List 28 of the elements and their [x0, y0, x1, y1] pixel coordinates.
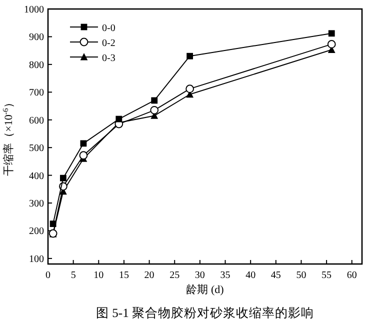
- x-tick-label: 5: [70, 270, 76, 281]
- y-tick-label: 400: [29, 170, 44, 182]
- y-tick-label: 100: [29, 254, 44, 265]
- legend-label: 0-0: [102, 23, 116, 34]
- legend-label: 0-2: [102, 38, 116, 49]
- x-tick-label: 40: [246, 270, 256, 281]
- x-tick-label: 55: [322, 270, 332, 281]
- x-tick-label: 50: [296, 270, 306, 281]
- y-tick-label: 700: [29, 88, 44, 99]
- y-tick-label: 200: [29, 226, 44, 238]
- y-tick-label: 800: [29, 60, 44, 71]
- x-tick-label: 0: [46, 270, 50, 281]
- y-tick-label: 300: [29, 198, 44, 210]
- legend-label: 0-3: [102, 53, 116, 64]
- text: 图 5-1 聚合物胶粉对砂浆收缩率的影响: [96, 305, 314, 320]
- x-tick-label: 20: [144, 270, 154, 281]
- x-tick-label: 60: [346, 270, 357, 281]
- y-tick-label: 500: [29, 143, 44, 154]
- x-tick-label: 25: [170, 270, 180, 281]
- x-tick-label: 45: [270, 270, 281, 281]
- x-tick-label: 15: [118, 270, 129, 281]
- y-tick-label: 1000: [24, 4, 44, 16]
- x-tick-label: 30: [194, 270, 205, 281]
- y-tick-label: 900: [29, 32, 44, 44]
- x-axis-title: 龄期 (d): [186, 284, 224, 296]
- x-tick-label: 10: [94, 270, 104, 281]
- y-tick-label: 600: [29, 115, 44, 126]
- x-tick-label: 35: [220, 270, 230, 281]
